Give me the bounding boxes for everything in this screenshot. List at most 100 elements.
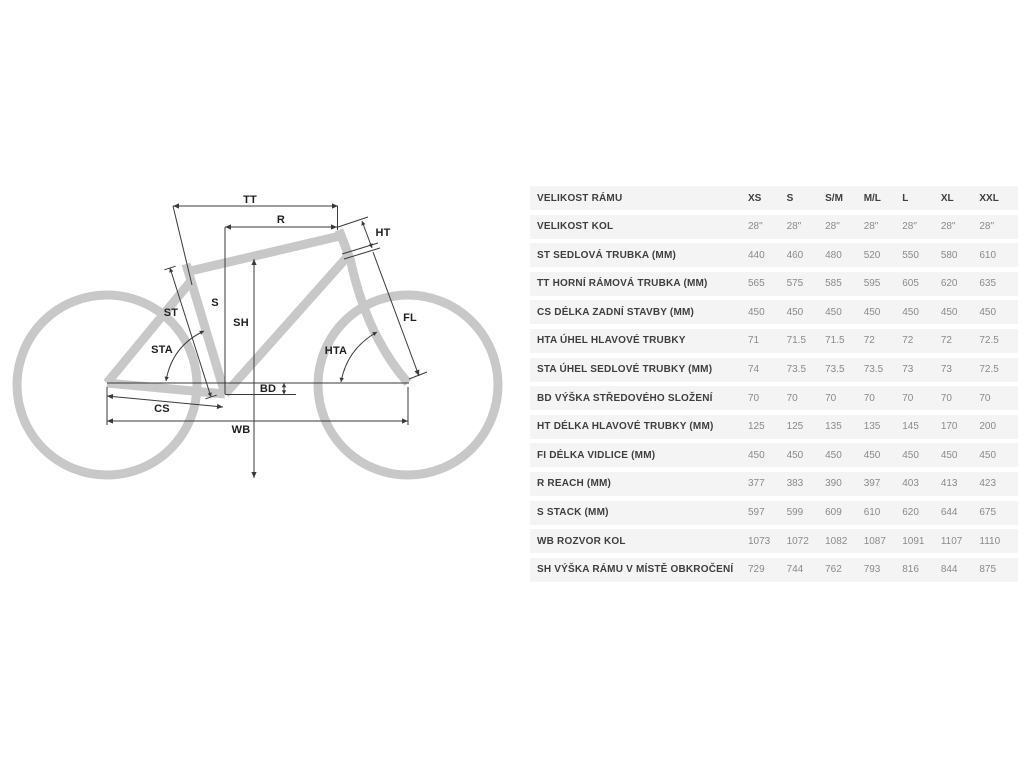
- row-label: FI DÉLKA VIDLICE (MM): [537, 449, 656, 461]
- cell-value: 1072: [786, 535, 809, 547]
- cell-value: 450: [902, 306, 919, 318]
- dim-fl-tick-bottom: [408, 371, 428, 380]
- cell-value: 675: [979, 507, 997, 519]
- cell-value: 70: [979, 392, 991, 404]
- cell-value: 597: [748, 507, 765, 519]
- cell-value: 72: [940, 335, 952, 347]
- top-tube: [184, 231, 342, 277]
- cell-value: 450: [825, 306, 842, 318]
- label-fl: FL: [403, 312, 417, 324]
- label-r: R: [277, 214, 285, 226]
- cell-value: 610: [863, 507, 881, 519]
- cell-value: 1107: [940, 535, 963, 547]
- cell-value: 575: [786, 278, 804, 290]
- cell-value: 1087: [863, 535, 886, 547]
- dim-ht-tick-top: [337, 216, 369, 228]
- cell-value: 73.5: [786, 364, 807, 376]
- cell-value: 135: [863, 421, 881, 433]
- row-label: VELIKOST KOL: [537, 221, 614, 233]
- column-header: M/L: [863, 192, 881, 204]
- dim-ht-tick-bottom-2: [341, 242, 379, 255]
- cell-value: 610: [979, 249, 997, 261]
- cell-value: 1091: [902, 535, 925, 547]
- diagram-labels: TT R HT S SH ST STA HTA FL BD CS WB: [151, 194, 417, 436]
- geometry-table: VELIKOST RÁMU XS S S/M M/L L XL XXL VELIKOST KOL…: [530, 186, 1018, 586]
- cell-value: 729: [748, 564, 765, 576]
- cell-value: 620: [940, 278, 958, 290]
- cell-value: 620: [902, 507, 919, 519]
- table-row: FI DÉLKA VIDLICE (MM) 450 450 450 450 450 450 4…: [530, 443, 1018, 468]
- cell-value: 73: [940, 364, 952, 376]
- dim-st-tick-top: [164, 265, 176, 271]
- front-wheel: [313, 290, 503, 480]
- cell-value: 585: [825, 278, 842, 290]
- table-row: CS DÉLKA ZADNÍ STAVBY (MM) 450 450 450 450 45…: [530, 300, 1018, 325]
- row-label: HT DÉLKA HLAVOVÉ TRUBKY (MM): [537, 421, 714, 433]
- fork: [345, 257, 412, 386]
- row-label: ST SEDLOVÁ TRUBKA (MM): [537, 249, 677, 261]
- cell-value: 520: [863, 249, 881, 261]
- row-label: S STACK (MM): [537, 507, 609, 519]
- cell-value: 135: [825, 421, 842, 433]
- cell-value: 1073: [748, 535, 771, 547]
- dim-ht-tick-bottom-1: [343, 247, 381, 260]
- cell-value: 28": [748, 221, 763, 233]
- cell-value: 70: [825, 392, 837, 404]
- cell-value: 72.5: [979, 364, 999, 376]
- table-row: TT HORNÍ RÁMOVÁ TRUBKA (MM) 565 575 585 595 6…: [530, 271, 1018, 296]
- cell-value: 70: [863, 392, 875, 404]
- cell-value: 440: [748, 249, 765, 261]
- cell-value: 450: [863, 306, 881, 318]
- table-row: STA ÚHEL SEDLOVÉ TRUBKY (MM) 74 73.5 73.5 73…: [530, 357, 1018, 382]
- row-label: STA ÚHEL SEDLOVÉ TRUBKY (MM): [537, 364, 713, 376]
- cell-value: 145: [902, 421, 919, 433]
- cell-value: 28": [863, 221, 879, 233]
- cell-value: 844: [940, 564, 958, 576]
- label-s: S: [211, 297, 219, 309]
- cell-value: 480: [825, 249, 842, 261]
- cell-value: 28": [786, 221, 802, 233]
- label-bd: BD: [260, 383, 276, 395]
- cell-value: 71.5: [786, 335, 807, 347]
- cell-value: 816: [902, 564, 919, 576]
- table-row: S STACK (MM) 597 599 609 610 620 644 675: [530, 500, 1018, 525]
- table-row: WB ROZVOR KOL 1073 1072 1082 1087 1091 1107 111…: [530, 529, 1018, 554]
- table-row: SH VÝŠKA RÁMU V MÍSTĚ OBKROČENÍ 729 744 762…: [530, 557, 1018, 582]
- label-tt: TT: [243, 194, 257, 206]
- cell-value: 72: [902, 335, 914, 347]
- table-row: ST SEDLOVÁ TRUBKA (MM) 440 460 480 520 550 580…: [530, 243, 1018, 268]
- cell-value: 793: [863, 564, 881, 576]
- table-row: HTA ÚHEL HLAVOVÉ TRUBKY 71 71.5 71.5 72 72 72 7…: [530, 328, 1018, 353]
- cell-value: 383: [786, 478, 804, 490]
- cell-value: 609: [825, 507, 842, 519]
- cell-value: 71.5: [825, 335, 845, 347]
- cell-value: 70: [786, 392, 798, 404]
- dim-cs-line: [106, 393, 224, 410]
- cell-value: 450: [902, 449, 919, 461]
- row-label: HTA ÚHEL HLAVOVÉ TRUBKY: [537, 335, 686, 347]
- cell-value: 875: [979, 564, 997, 576]
- dimension-lines: [106, 203, 428, 478]
- down-tube: [221, 253, 352, 397]
- cell-value: 73.5: [863, 364, 884, 376]
- column-header: XXL: [979, 192, 999, 204]
- cell-value: 170: [940, 421, 958, 433]
- cell-value: 72: [863, 335, 875, 347]
- label-hta: HTA: [325, 345, 347, 357]
- cell-value: 762: [825, 564, 842, 576]
- cell-value: 73: [902, 364, 914, 376]
- cell-value: 73.5: [825, 364, 845, 376]
- cell-value: 565: [748, 278, 765, 290]
- cell-value: 72.5: [979, 335, 999, 347]
- table-row: VELIKOST KOL 28" 28" 28" 28" 28" 28" 28": [530, 214, 1018, 239]
- cell-value: 125: [748, 421, 765, 433]
- cell-value: 550: [902, 249, 919, 261]
- cell-value: 450: [786, 306, 804, 318]
- cell-value: 450: [786, 449, 804, 461]
- cell-value: 744: [786, 564, 804, 576]
- cell-value: 450: [748, 306, 765, 318]
- column-header: S: [786, 192, 794, 204]
- cell-value: 377: [748, 478, 765, 490]
- cell-value: 28": [979, 221, 995, 233]
